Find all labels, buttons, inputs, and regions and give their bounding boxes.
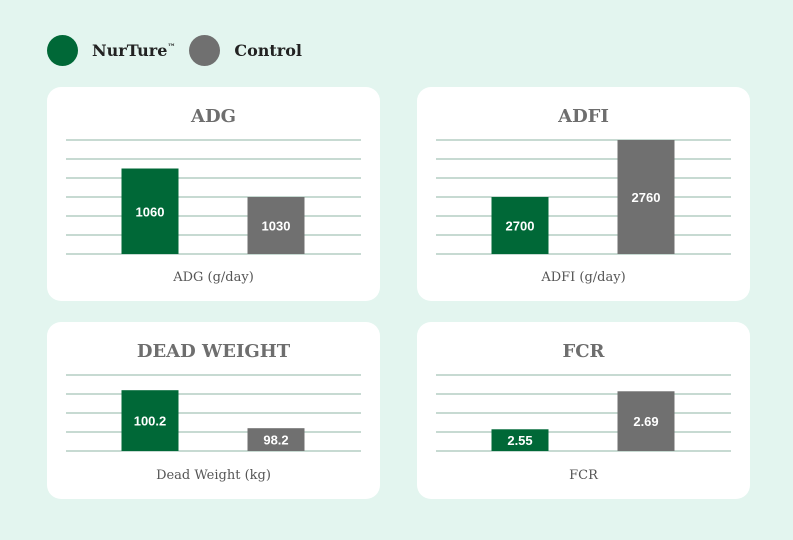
- chart-title-adg: ADG: [191, 106, 236, 127]
- chart-title-dead-weight: DEAD WEIGHT: [136, 341, 291, 362]
- chart-xlabel-adfi: ADFI (g/day): [541, 270, 626, 285]
- legend-swatch-nurture: [47, 35, 78, 66]
- legend-label-nurture-text: NurTure: [92, 41, 168, 60]
- legend: NurTure™ Control: [47, 35, 316, 66]
- chart-xlabel-adg: ADG (g/day): [173, 270, 254, 285]
- legend-item-control: Control: [189, 35, 302, 66]
- chart-xlabel-dead-weight: Dead Weight (kg): [156, 468, 271, 483]
- chart-card-adg: ADG 1060 1030 ADG (g/day): [47, 87, 380, 301]
- legend-item-nurture: NurTure™: [47, 35, 175, 66]
- bar-dead-weight-control: [247, 428, 305, 451]
- bar-dead-weight-nurture: [121, 390, 179, 451]
- bar-label-adg-nurture: 1060: [136, 204, 165, 219]
- bar-label-adfi-nurture: 2700: [506, 219, 535, 234]
- bar-label-fcr-control: 2.69: [633, 414, 658, 429]
- legend-swatch-control: [189, 35, 221, 66]
- trademark-mark: ™: [167, 41, 176, 52]
- bar-adfi-control: [617, 140, 675, 254]
- chart-card-adfi: ADFI 2700 2760 ADFI (g/day): [417, 87, 750, 301]
- bar-fcr-control: [617, 391, 675, 451]
- bar-adg-control: [247, 197, 305, 254]
- chart-title-adfi: ADFI: [558, 106, 609, 127]
- bar-label-adfi-control: 2760: [632, 190, 661, 205]
- legend-label-nurture: NurTure™: [92, 41, 175, 60]
- legend-label-control: Control: [234, 41, 302, 60]
- chart-card-dead-weight: DEAD WEIGHT 100.2 98.2 Dead Weight (kg): [47, 322, 380, 499]
- chart-plot-adfi: 2700 2760: [436, 139, 731, 255]
- chart-plot-fcr: 2.55 2.69: [436, 374, 731, 452]
- bar-adfi-nurture: [491, 197, 549, 254]
- bar-label-fcr-nurture: 2.55: [507, 433, 532, 448]
- chart-plot-dead-weight: 100.2 98.2: [66, 374, 361, 452]
- bar-fcr-nurture: [491, 429, 549, 451]
- chart-xlabel-fcr: FCR: [569, 468, 598, 483]
- chart-title-fcr: FCR: [562, 341, 605, 362]
- chart-plot-adg: 1060 1030: [66, 139, 361, 255]
- bar-label-dead-weight-control: 98.2: [263, 433, 288, 448]
- bar-label-dead-weight-nurture: 100.2: [134, 414, 167, 429]
- bar-adg-nurture: [121, 168, 179, 254]
- chart-card-fcr: FCR 2.55 2.69 FCR: [417, 322, 750, 499]
- bar-label-adg-control: 1030: [262, 219, 291, 234]
